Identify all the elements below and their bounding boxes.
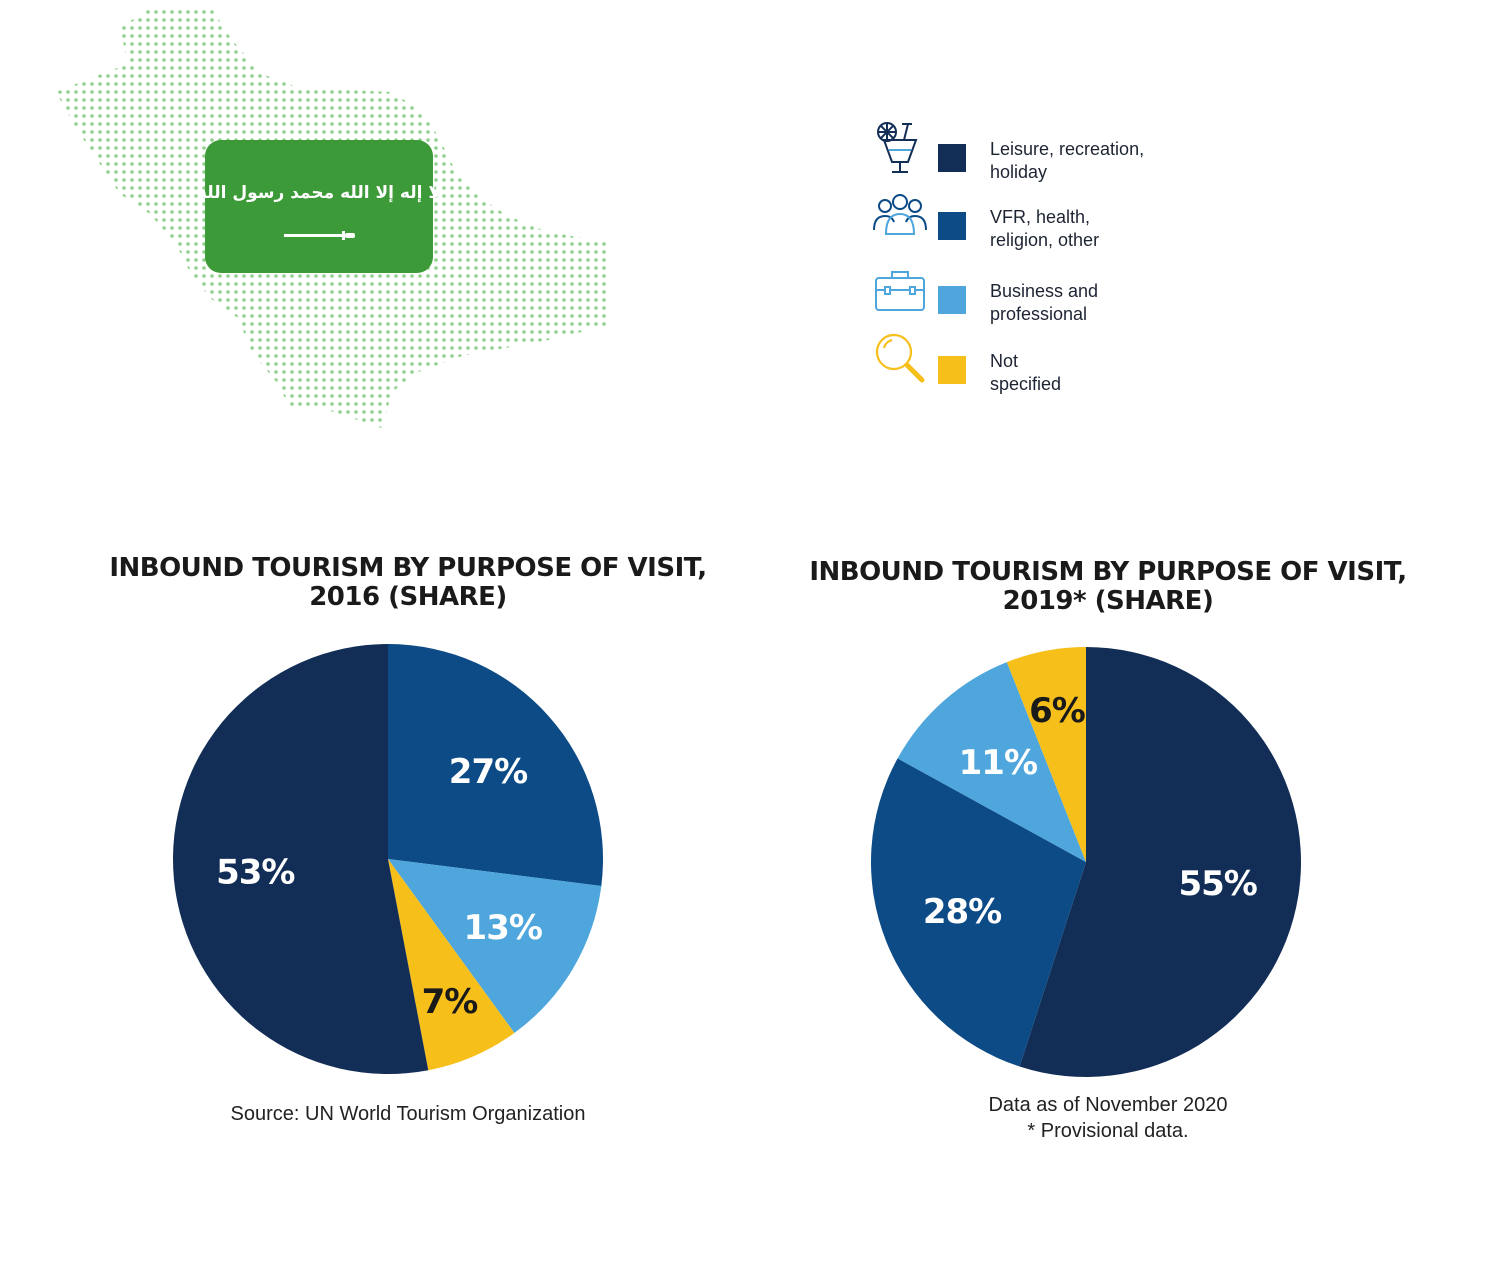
pie-chart-2016: INBOUND TOURISM BY PURPOSE OF VISIT, 201… (48, 540, 768, 1160)
pie-slice-2019-business-and-professional (897, 662, 1086, 862)
saudi-flag: لا إله إلا الله محمد رسول الله (197, 140, 441, 273)
pie-slice-2016-not-specified (388, 859, 515, 1071)
pie-slice-2016-business-and-professional (388, 859, 602, 1033)
legend-swatch-leisure (938, 144, 966, 172)
pie-slice-2016-vfr-health-religion-other (388, 644, 603, 886)
legend-swatch-business (938, 286, 966, 314)
legend-label-leisure: Leisure, recreation, holiday (990, 139, 1145, 182)
pie-slice-2019-not-specified (1006, 647, 1086, 862)
legend-label-business: Business and professional (990, 281, 1099, 324)
pie-slice-2016-leisure-recreation-holiday (173, 644, 429, 1074)
saudi-arabia-map: لا إله إلا الله محمد رسول الله (56, 6, 606, 428)
chart-title-2016: INBOUND TOURISM BY PURPOSE OF VISIT, 201… (109, 553, 707, 612)
chart-source-2016: Source: UN World Tourism Organization (230, 1103, 586, 1125)
legend-label-vfr: VFR, health, religion, other (990, 207, 1100, 250)
pie-label-2016-not-specified: 7% (422, 982, 478, 1022)
legend-swatch-not-specified (938, 356, 966, 384)
flag-emblem-text: لا إله إلا الله محمد رسول الله (197, 183, 441, 203)
pie-label-2016-vfr-health-religion-other: 27% (449, 752, 527, 792)
pie-label-2019-vfr-health-religion-other: 28% (923, 892, 1001, 932)
people-group-icon (873, 194, 927, 235)
pie-label-2019-not-specified: 6% (1029, 691, 1085, 731)
pie-slice-2019-vfr-health-religion-other (871, 758, 1086, 1067)
legend-item-business: Business and professional (860, 260, 1220, 324)
pie-2016: 27% 13% 7% 53% (173, 644, 603, 1074)
pie-label-2019-leisure-recreation-holiday: 55% (1178, 864, 1256, 904)
magnifier-icon (875, 333, 925, 383)
pie-chart-2019: INBOUND TOURISM BY PURPOSE OF VISIT, 201… (748, 540, 1468, 1160)
legend-swatch-vfr (938, 212, 966, 240)
pie-label-2016-business-and-professional: 13% (464, 908, 542, 948)
pie-slice-2019-leisure-recreation-holiday (1019, 647, 1301, 1077)
chart-note-provisional-2019: * Provisional data. (1027, 1120, 1189, 1142)
legend-label-not-specified: Not specified (990, 351, 1062, 394)
flag-sword-icon (284, 231, 355, 240)
pie-label-2019-business-and-professional: 11% (959, 743, 1037, 783)
pie-2019: 55% 28% 11% 6% (871, 647, 1301, 1077)
cocktail-glass-icon (877, 122, 918, 173)
pie-label-2016-leisure-recreation-holiday: 53% (216, 853, 294, 893)
chart-note-date-2019: Data as of November 2020 (988, 1094, 1228, 1116)
legend-item-vfr: VFR, health, religion, other (860, 186, 1220, 250)
legend-item-not-specified: Not specified (860, 330, 1220, 394)
legend-item-leisure: Leisure, recreation, holiday (860, 118, 1220, 182)
briefcase-icon (875, 271, 925, 311)
chart-title-2019: INBOUND TOURISM BY PURPOSE OF VISIT, 201… (809, 557, 1407, 616)
